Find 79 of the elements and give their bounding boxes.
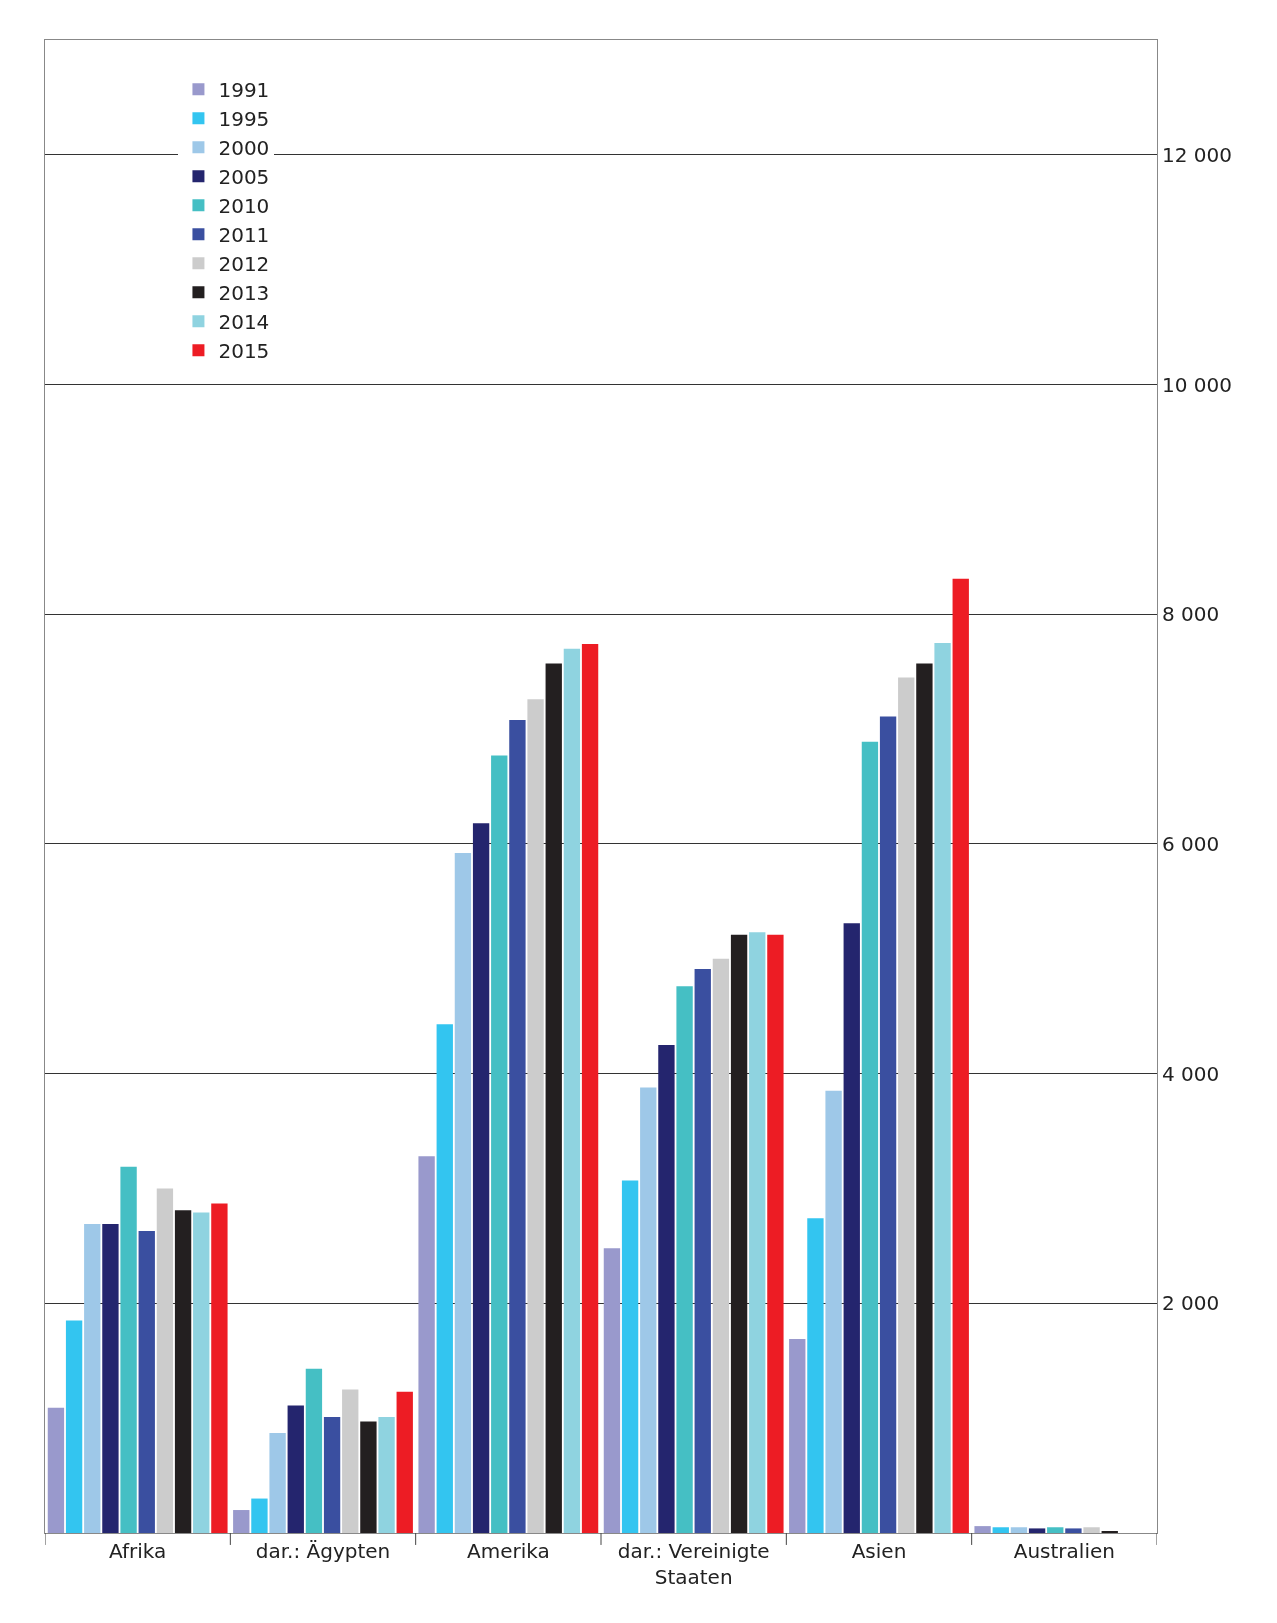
bar <box>749 932 766 1533</box>
x-tick-label: dar.: Vereinigte Staaten <box>617 1539 770 1589</box>
bar <box>436 1024 453 1533</box>
bar <box>1010 1527 1028 1533</box>
bar <box>84 1224 101 1533</box>
bar <box>563 648 581 1533</box>
bar <box>621 1180 639 1533</box>
legend-label: 2013 <box>218 281 270 306</box>
bar <box>102 1224 119 1533</box>
legend-label: 2005 <box>218 165 270 190</box>
bar <box>712 958 730 1533</box>
legend-label: 2011 <box>218 223 270 248</box>
legend-label: 2014 <box>218 310 270 335</box>
bar <box>843 923 860 1533</box>
bar <box>396 1391 413 1533</box>
legend-label: 2015 <box>218 339 270 364</box>
x-tick-label: Amerika <box>466 1539 550 1563</box>
bar <box>472 823 490 1533</box>
x-tick-label: dar.: Ägypten <box>255 1539 391 1563</box>
bar <box>527 699 544 1533</box>
bar <box>992 1527 1009 1533</box>
bar <box>251 1498 268 1533</box>
bar <box>120 1166 137 1533</box>
bar <box>156 1188 174 1533</box>
bar <box>323 1417 341 1533</box>
bar <box>1047 1527 1064 1533</box>
bar <box>1083 1527 1100 1533</box>
x-tick-label: Afrika <box>109 1539 167 1563</box>
bar <box>916 663 933 1533</box>
bar <box>974 1526 991 1533</box>
legend-label: 1995 <box>218 107 270 132</box>
bar <box>1065 1528 1082 1533</box>
y-tick-label: 2 000 <box>1162 1291 1220 1316</box>
legend-label: 2000 <box>218 136 270 161</box>
bar <box>640 1087 657 1533</box>
bar <box>879 716 897 1533</box>
bar <box>825 1090 842 1533</box>
bar <box>730 934 748 1533</box>
legend-label: 1991 <box>218 78 270 103</box>
bar <box>360 1421 377 1533</box>
bar <box>378 1417 395 1533</box>
bar <box>934 642 951 1533</box>
x-tick-label: Asien <box>851 1539 907 1563</box>
bar <box>47 1407 65 1533</box>
bar <box>287 1405 304 1533</box>
y-tick-label: 10 000 <box>1162 372 1232 397</box>
bar <box>305 1368 323 1533</box>
bar <box>861 741 879 1533</box>
y-tick-label: 8 000 <box>1162 602 1220 627</box>
legend-label: 2012 <box>218 252 270 277</box>
bar <box>491 755 508 1533</box>
bar <box>1028 1528 1046 1533</box>
bar <box>694 969 711 1533</box>
bar <box>138 1230 155 1533</box>
bar <box>342 1389 359 1533</box>
bar <box>952 578 969 1533</box>
bar <box>603 1248 621 1533</box>
bar <box>418 1156 435 1533</box>
bar <box>193 1212 210 1533</box>
y-tick-label: 6 000 <box>1162 831 1220 856</box>
y-tick-label: 12 000 <box>1162 142 1232 167</box>
bar <box>676 986 693 1533</box>
y-tick-label: 4 000 <box>1162 1061 1220 1086</box>
bar <box>581 644 599 1533</box>
bar <box>211 1203 228 1533</box>
legend-label: 2010 <box>218 194 270 219</box>
bar <box>233 1510 250 1533</box>
bar <box>269 1433 286 1533</box>
bar <box>898 677 915 1533</box>
bar <box>174 1210 192 1533</box>
bar <box>65 1320 83 1533</box>
bar <box>545 663 562 1533</box>
bar <box>789 1338 806 1533</box>
bar <box>767 934 784 1533</box>
x-tick-label: Australien <box>1013 1539 1115 1563</box>
bar <box>509 719 526 1533</box>
bar <box>454 853 472 1533</box>
bar <box>658 1044 675 1533</box>
bar <box>807 1218 824 1533</box>
